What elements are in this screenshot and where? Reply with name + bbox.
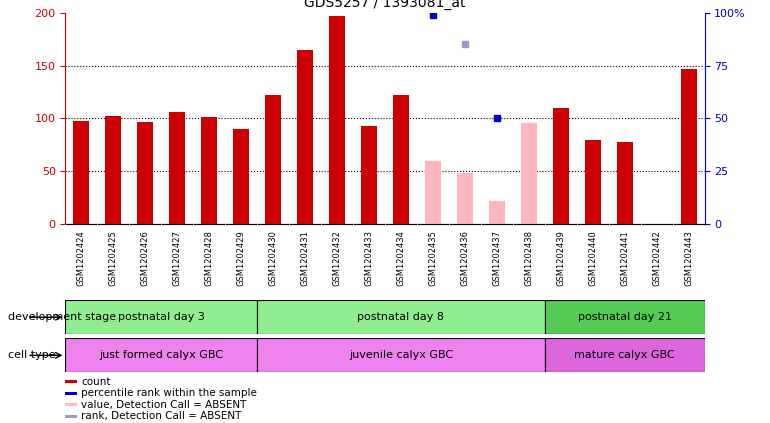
Bar — [73, 121, 89, 224]
Bar — [545, 300, 705, 334]
Text: GSM1202433: GSM1202433 — [364, 230, 373, 286]
Text: rank, Detection Call = ABSENT: rank, Detection Call = ABSENT — [82, 411, 242, 421]
Bar — [65, 415, 77, 418]
Text: GSM1202426: GSM1202426 — [141, 230, 150, 286]
Text: GSM1202434: GSM1202434 — [397, 230, 406, 286]
Bar — [457, 173, 473, 224]
Bar — [425, 161, 441, 224]
Text: GSM1202439: GSM1202439 — [556, 230, 565, 286]
Bar — [361, 126, 377, 224]
Text: GSM1202429: GSM1202429 — [236, 230, 246, 286]
Text: GSM1202443: GSM1202443 — [684, 230, 693, 286]
Bar — [393, 95, 409, 224]
Bar — [553, 108, 569, 224]
Bar — [265, 95, 281, 224]
Text: GSM1202435: GSM1202435 — [428, 230, 437, 286]
Text: mature calyx GBC: mature calyx GBC — [574, 350, 675, 360]
Bar — [521, 123, 537, 224]
Text: GSM1202425: GSM1202425 — [109, 230, 118, 286]
Bar — [65, 380, 77, 384]
Bar — [65, 300, 257, 334]
Bar — [65, 403, 77, 407]
Text: value, Detection Call = ABSENT: value, Detection Call = ABSENT — [82, 400, 247, 410]
Text: GSM1202437: GSM1202437 — [492, 230, 501, 286]
Bar — [489, 201, 505, 224]
Bar — [257, 338, 545, 372]
Bar — [617, 142, 633, 224]
Text: postnatal day 21: postnatal day 21 — [578, 312, 671, 322]
Text: count: count — [82, 377, 111, 387]
Text: GSM1202424: GSM1202424 — [77, 230, 86, 286]
Text: GSM1202431: GSM1202431 — [300, 230, 310, 286]
Text: GSM1202441: GSM1202441 — [620, 230, 629, 286]
Text: percentile rank within the sample: percentile rank within the sample — [82, 388, 257, 398]
Bar — [329, 16, 345, 224]
Text: just formed calyx GBC: just formed calyx GBC — [99, 350, 223, 360]
Bar — [65, 392, 77, 395]
Bar — [584, 140, 601, 224]
Text: GSM1202436: GSM1202436 — [460, 230, 470, 286]
Text: postnatal day 8: postnatal day 8 — [357, 312, 444, 322]
Text: GSM1202430: GSM1202430 — [269, 230, 278, 286]
Title: GDS5257 / 1393081_at: GDS5257 / 1393081_at — [304, 0, 466, 10]
Bar — [169, 112, 186, 224]
Bar — [257, 300, 545, 334]
Text: GSM1202442: GSM1202442 — [652, 230, 661, 286]
Bar — [545, 338, 705, 372]
Bar — [105, 116, 122, 224]
Text: juvenile calyx GBC: juvenile calyx GBC — [349, 350, 453, 360]
Bar — [297, 50, 313, 224]
Bar — [65, 338, 257, 372]
Text: cell type: cell type — [8, 350, 55, 360]
Text: postnatal day 3: postnatal day 3 — [118, 312, 205, 322]
Text: development stage: development stage — [8, 312, 115, 322]
Text: GSM1202428: GSM1202428 — [205, 230, 214, 286]
Bar — [201, 117, 217, 224]
Bar — [233, 129, 249, 224]
Text: GSM1202427: GSM1202427 — [172, 230, 182, 286]
Bar — [681, 69, 697, 224]
Text: GSM1202440: GSM1202440 — [588, 230, 598, 286]
Bar — [137, 122, 153, 224]
Text: GSM1202438: GSM1202438 — [524, 230, 534, 286]
Text: GSM1202432: GSM1202432 — [333, 230, 342, 286]
